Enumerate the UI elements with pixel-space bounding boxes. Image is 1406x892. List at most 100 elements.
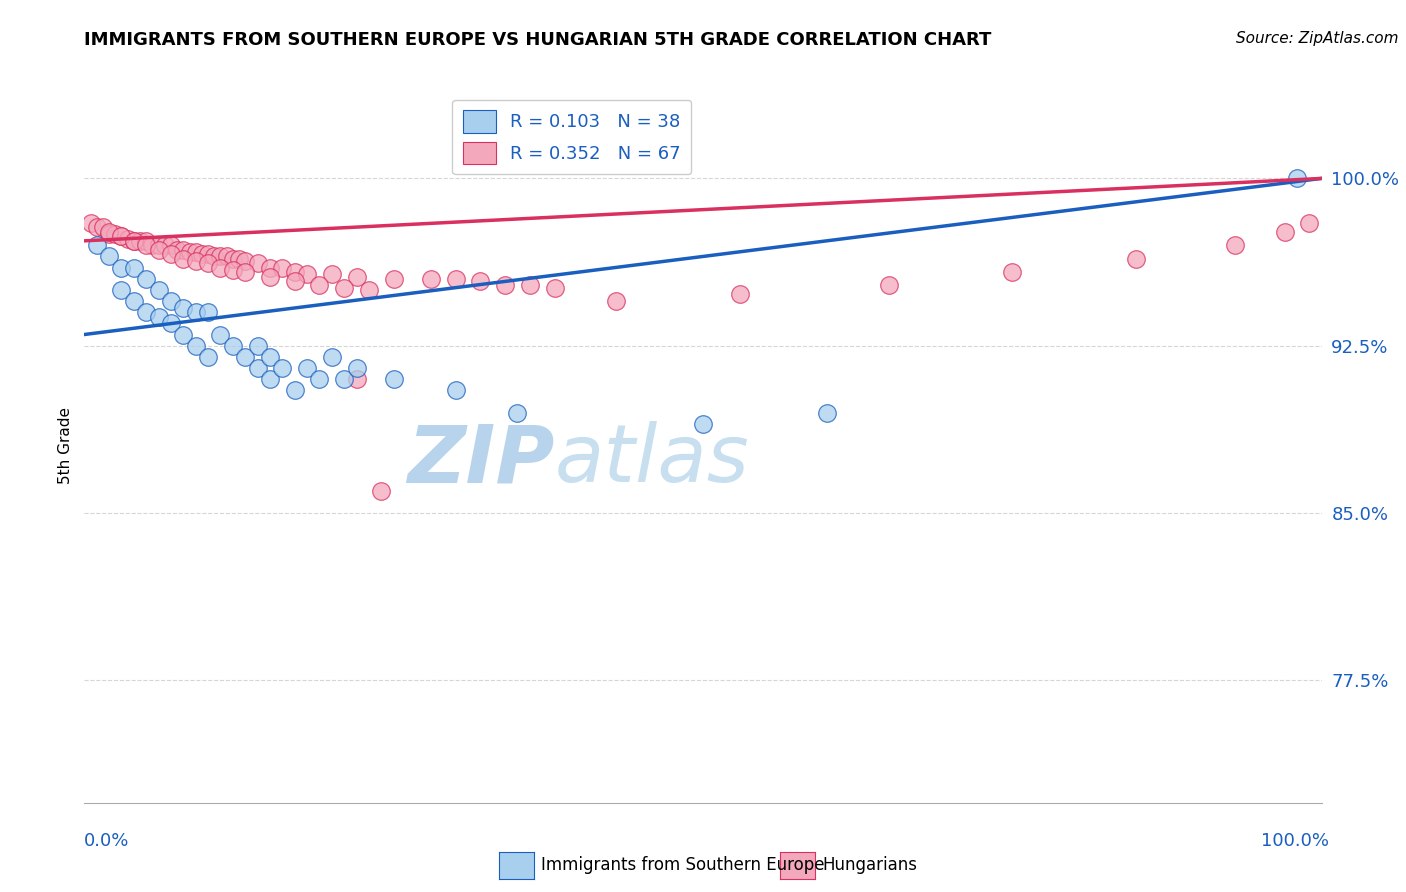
Point: [494, 278, 516, 293]
Point: [184, 305, 207, 319]
Point: [122, 260, 145, 275]
Point: [148, 238, 170, 252]
Point: [295, 268, 318, 282]
Point: [259, 372, 281, 386]
Point: [148, 243, 170, 257]
Text: ZIP: ZIP: [408, 421, 554, 500]
Point: [148, 283, 170, 297]
Point: [209, 250, 232, 264]
Point: [246, 339, 269, 353]
Point: [129, 234, 152, 248]
Text: atlas: atlas: [554, 421, 749, 500]
Point: [382, 372, 405, 386]
Text: 100.0%: 100.0%: [1261, 831, 1329, 849]
Text: Source: ZipAtlas.com: Source: ZipAtlas.com: [1236, 31, 1399, 46]
Point: [153, 238, 176, 252]
Point: [692, 417, 714, 431]
Point: [470, 274, 492, 288]
Point: [215, 250, 238, 264]
Point: [259, 260, 281, 275]
Point: [141, 238, 163, 252]
Point: [197, 247, 219, 261]
Point: [209, 260, 232, 275]
Point: [444, 384, 467, 398]
Point: [333, 281, 356, 295]
Point: [184, 245, 207, 260]
Point: [98, 227, 121, 242]
Point: [259, 350, 281, 364]
Point: [202, 250, 225, 264]
Point: [246, 361, 269, 376]
Point: [179, 245, 201, 260]
Point: [284, 265, 307, 279]
Point: [284, 274, 307, 288]
Point: [519, 278, 541, 293]
Point: [184, 339, 207, 353]
Point: [308, 372, 330, 386]
Point: [160, 247, 183, 261]
Point: [228, 252, 250, 266]
Point: [1298, 216, 1320, 230]
Point: [346, 269, 368, 284]
Point: [117, 232, 139, 246]
Point: [135, 238, 157, 252]
Point: [160, 238, 183, 252]
Point: [86, 220, 108, 235]
Point: [172, 327, 194, 342]
Point: [1125, 252, 1147, 266]
Point: [110, 229, 132, 244]
Point: [506, 405, 529, 419]
Point: [1274, 225, 1296, 239]
Point: [172, 252, 194, 266]
Text: Immigrants from Southern Europe: Immigrants from Southern Europe: [541, 856, 825, 874]
Point: [98, 225, 121, 239]
Point: [259, 269, 281, 284]
Point: [122, 234, 145, 248]
Point: [1223, 238, 1246, 252]
Point: [172, 301, 194, 315]
Point: [122, 234, 145, 248]
Point: [1001, 265, 1024, 279]
Point: [160, 294, 183, 309]
Point: [271, 260, 294, 275]
Point: [295, 361, 318, 376]
Point: [233, 350, 256, 364]
Text: 0.0%: 0.0%: [84, 831, 129, 849]
Point: [135, 305, 157, 319]
Point: [110, 283, 132, 297]
Point: [308, 278, 330, 293]
Point: [1285, 171, 1308, 186]
Point: [321, 350, 343, 364]
Point: [321, 268, 343, 282]
Point: [346, 372, 368, 386]
Point: [333, 372, 356, 386]
Point: [222, 252, 245, 266]
Point: [444, 271, 467, 285]
Point: [877, 278, 900, 293]
Point: [605, 294, 627, 309]
Point: [284, 384, 307, 398]
Point: [197, 256, 219, 270]
Point: [184, 254, 207, 268]
Point: [110, 229, 132, 244]
Point: [382, 271, 405, 285]
Point: [728, 287, 751, 301]
Point: [122, 294, 145, 309]
Y-axis label: 5th Grade: 5th Grade: [58, 408, 73, 484]
Point: [543, 281, 565, 295]
Point: [222, 262, 245, 277]
Point: [110, 260, 132, 275]
Point: [233, 265, 256, 279]
Point: [246, 256, 269, 270]
Point: [91, 220, 114, 235]
Point: [233, 254, 256, 268]
Point: [166, 243, 188, 257]
Point: [135, 234, 157, 248]
Point: [419, 271, 441, 285]
Point: [346, 361, 368, 376]
Point: [135, 271, 157, 285]
Point: [222, 339, 245, 353]
Point: [197, 305, 219, 319]
Point: [197, 350, 219, 364]
Point: [98, 250, 121, 264]
